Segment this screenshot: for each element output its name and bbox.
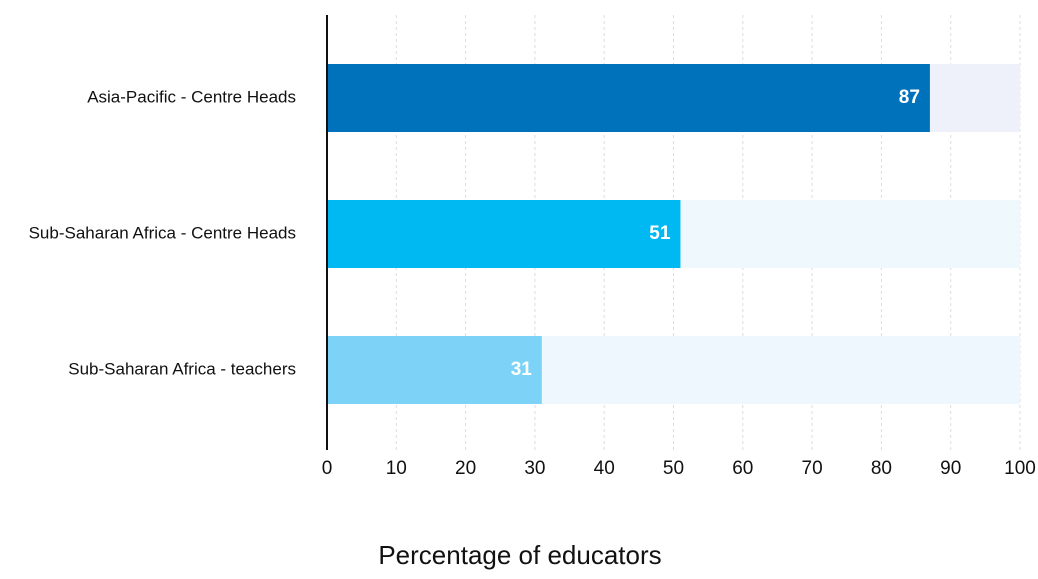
bar	[327, 64, 930, 132]
x-tick-label: 100	[1004, 458, 1036, 479]
y-tick-label: Sub-Saharan Africa - teachers	[68, 359, 296, 378]
x-tick-label: 30	[524, 458, 545, 479]
x-tick-label: 40	[594, 458, 615, 479]
x-tick-label: 0	[322, 458, 333, 479]
value-label: 87	[899, 87, 920, 108]
x-tick-label: 70	[802, 458, 823, 479]
bar	[327, 336, 542, 404]
x-tick-label: 60	[732, 458, 753, 479]
x-tick-label: 50	[663, 458, 684, 479]
x-tick-label: 90	[940, 458, 961, 479]
value-label: 51	[649, 223, 671, 244]
x-axis-label: Percentage of educators	[378, 540, 661, 570]
x-tick-label: 10	[386, 458, 407, 479]
bar	[327, 200, 681, 268]
value-label: 31	[511, 359, 533, 380]
x-tick-label: 80	[871, 458, 892, 479]
y-tick-label: Asia-Pacific - Centre Heads	[87, 87, 296, 106]
x-tick-label: 20	[455, 458, 476, 479]
y-tick-label: Sub-Saharan Africa - Centre Heads	[29, 223, 296, 242]
